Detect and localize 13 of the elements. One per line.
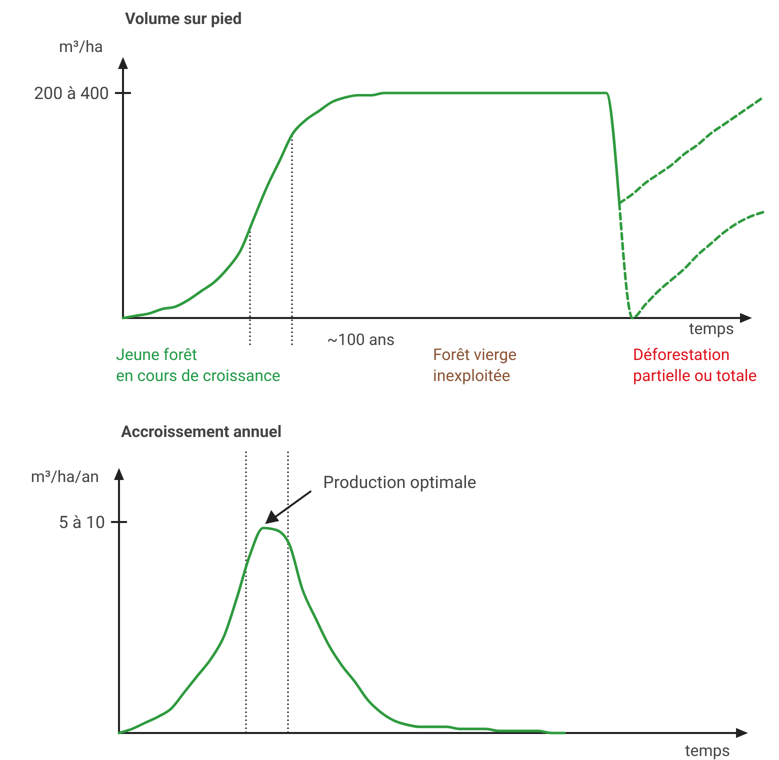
chart-title: Volume sur pied (125, 9, 242, 28)
chart-title: Accroissement annuel (121, 422, 282, 441)
text: Forêt vierge inexploitée (433, 345, 517, 385)
y-axis-title: m³/ha/an (30, 467, 99, 486)
text: 200 à 400 (34, 84, 109, 104)
x-axis-title: temps (685, 741, 730, 760)
x-axis-title: temps (689, 319, 734, 338)
text: ~100 ans (327, 330, 395, 349)
text: 5 à 10 (58, 513, 105, 533)
text: Production optimale (323, 473, 476, 493)
y-axis-title: m³/ha (58, 37, 103, 56)
text: Déforestation partielle ou totale (633, 345, 757, 385)
text: Jeune forêt en cours de croissance (116, 345, 280, 385)
